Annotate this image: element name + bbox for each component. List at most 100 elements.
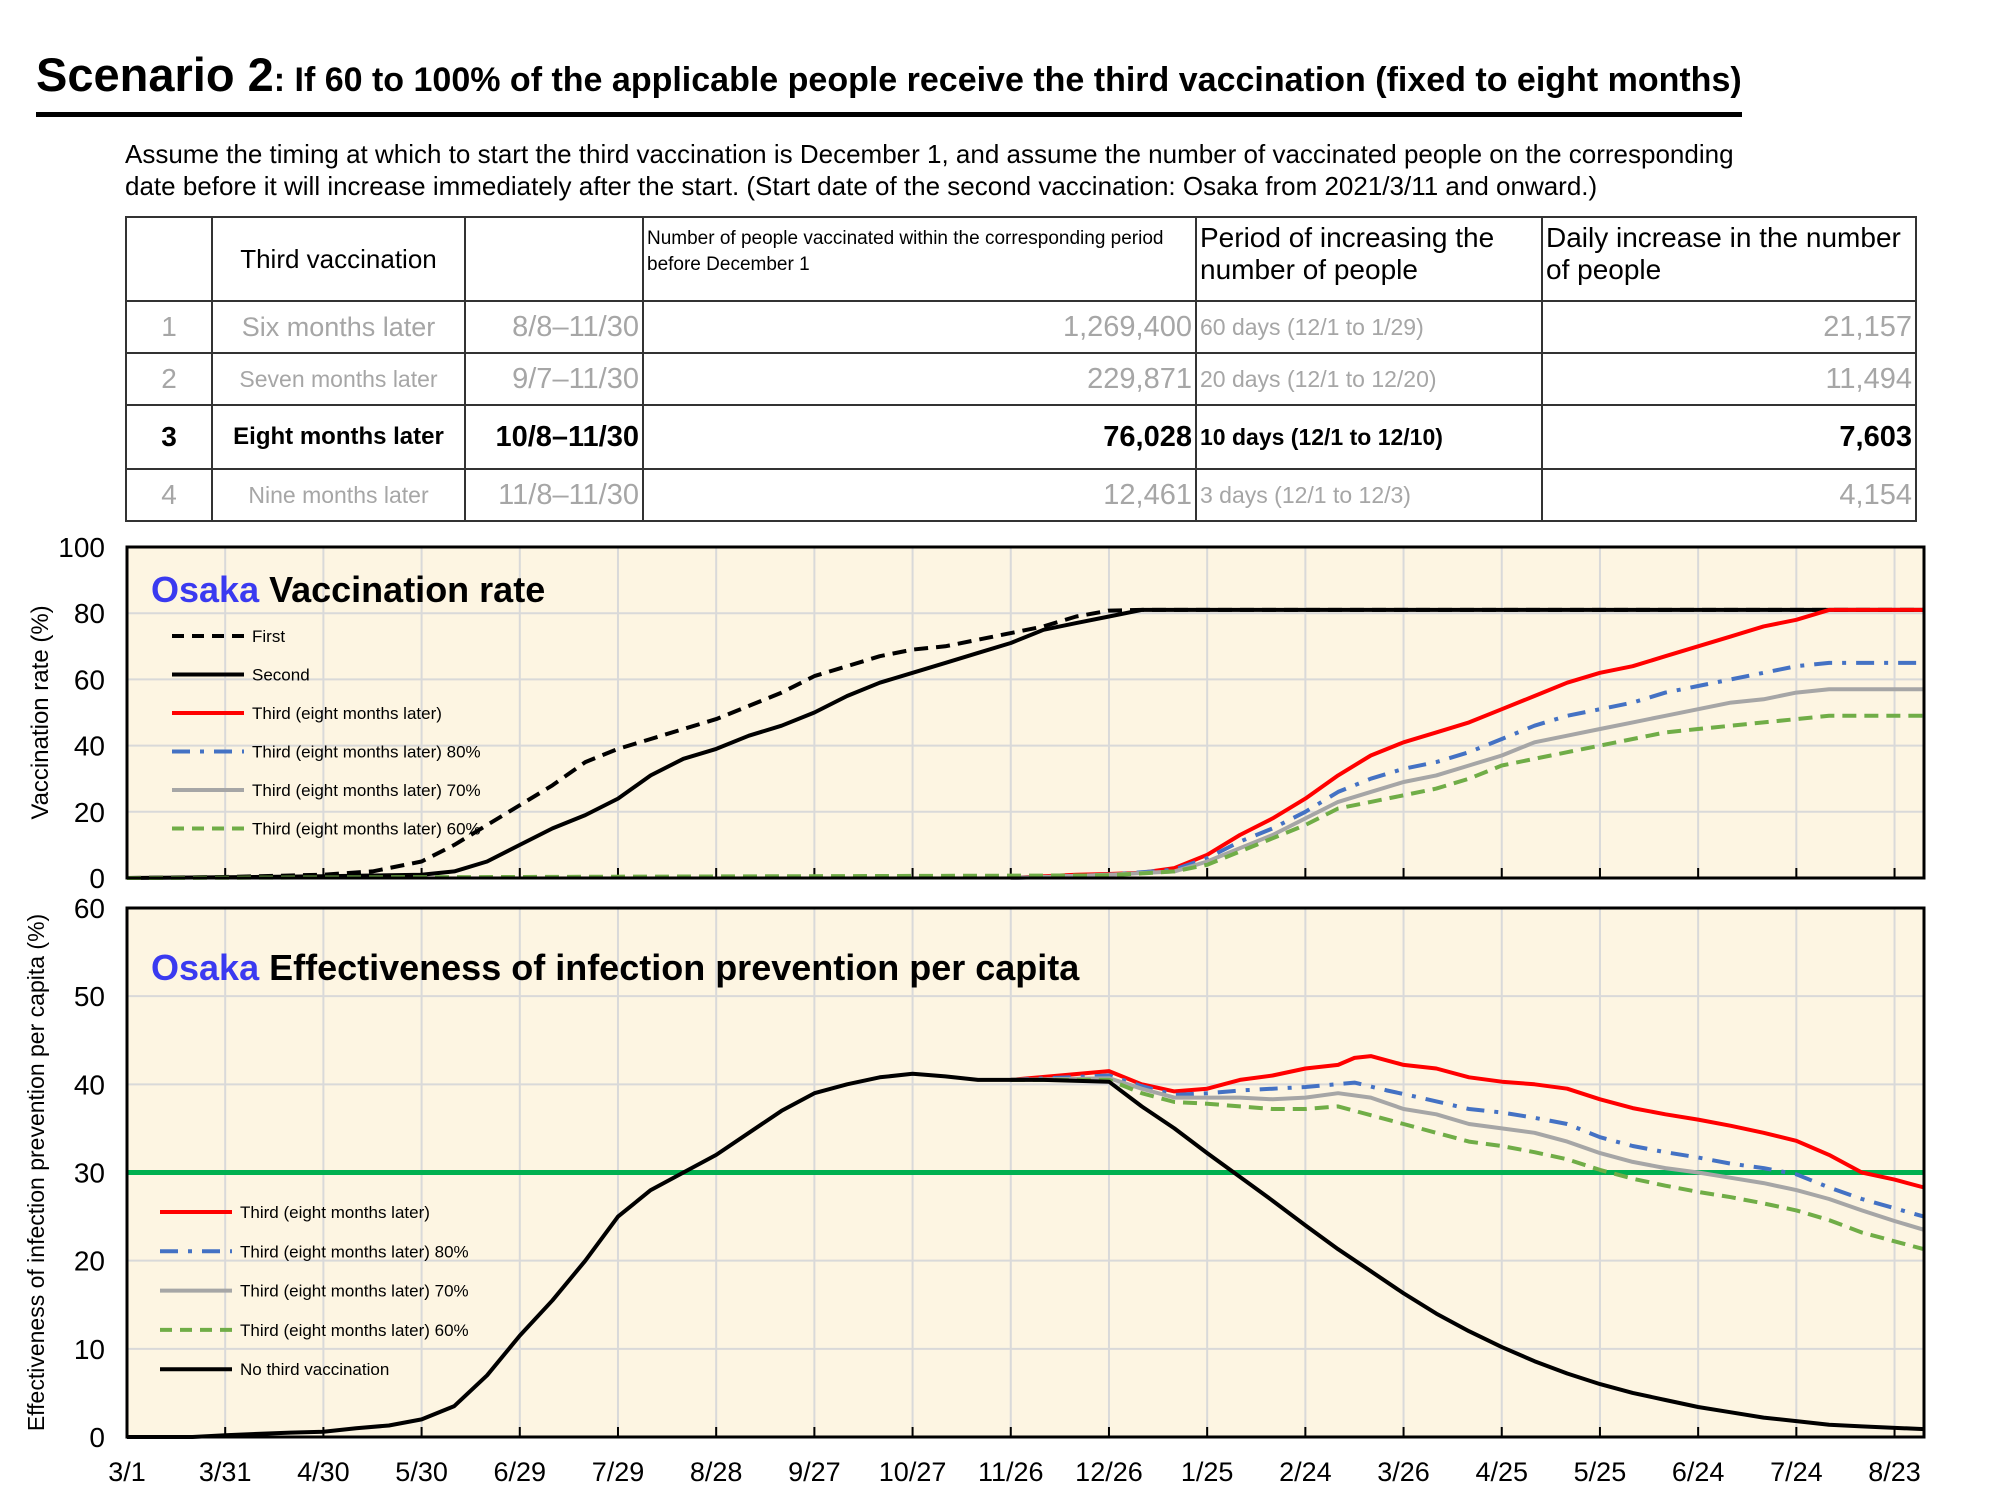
- x-tick-label: 12/26: [1075, 1457, 1143, 1487]
- x-tick-label: 5/30: [395, 1457, 448, 1487]
- x-tick-label: 3/31: [199, 1457, 252, 1487]
- title-rest: : If 60 to 100% of the applicable people…: [273, 61, 1742, 99]
- y-tick-label: 60: [74, 664, 105, 695]
- series-line-third-eight-months-later-80-: [1010, 1073, 1925, 1219]
- cell-timing: Nine months later: [211, 468, 466, 522]
- x-tick-label: 2/24: [1279, 1457, 1332, 1487]
- cell-vaccinated: 76,028: [642, 404, 1197, 470]
- description-line-2: date before it will increase immediately…: [125, 171, 1598, 201]
- y-tick-label: 100: [58, 532, 105, 563]
- y-tick-label: 0: [89, 863, 105, 894]
- series-line-third-eight-months-later-70-: [1010, 687, 1924, 880]
- y-tick-label: 20: [74, 1246, 105, 1277]
- description: Assume the timing at which to start the …: [125, 138, 1925, 202]
- plot-frame: [125, 906, 1926, 1439]
- legend-label: First: [252, 627, 285, 646]
- x-tick-label: 6/29: [494, 1457, 547, 1487]
- cell-period: 60 days (12/1 to 1/29): [1195, 300, 1543, 354]
- x-tick-label: 8/28: [690, 1457, 743, 1487]
- cell-no: 2: [125, 352, 213, 406]
- y-tick-label: 40: [74, 731, 105, 762]
- x-tick-label: 11/26: [978, 1457, 1044, 1487]
- x-tick-label: 4/30: [297, 1457, 350, 1487]
- header-cell-daily: Daily increase in the number of people: [1541, 216, 1917, 302]
- cell-daily: 21,157: [1541, 300, 1917, 354]
- cell-period: 3 days (12/1 to 12/3): [1195, 468, 1543, 522]
- cell-range: 10/8–11/30: [464, 404, 644, 470]
- x-tick-label: 1/25: [1181, 1457, 1234, 1487]
- series-line-third-eight-months-later-60-: [1010, 1077, 1925, 1252]
- legend-label: Third (eight months later): [240, 1203, 430, 1222]
- chart-2: 0 10 20 30 40 50 60 Osaka Effectiveness of infe…: [23, 893, 1926, 1487]
- title-main: Scenario 2: [36, 48, 274, 101]
- y-tick-label: 80: [74, 598, 105, 629]
- cell-daily: 11,494: [1541, 352, 1917, 406]
- plot-background: [127, 547, 1924, 878]
- legend-label: Third (eight months later) 80%: [252, 743, 481, 762]
- x-tick-label: 3/1: [108, 1457, 146, 1487]
- legend-label: Third (eight months later) 60%: [252, 820, 481, 839]
- x-tick-label: 9/27: [788, 1457, 841, 1487]
- description-line-1: Assume the timing at which to start the …: [125, 139, 1734, 169]
- cell-vaccinated: 229,871: [642, 352, 1197, 406]
- cell-timing: Six months later: [211, 300, 466, 354]
- y-tick-label: 20: [74, 797, 105, 828]
- y-tick-label: 0: [89, 1422, 105, 1453]
- y-tick-label: 40: [74, 1069, 105, 1100]
- legend-label: Third (eight months later) 60%: [240, 1321, 469, 1340]
- y-tick-label: 10: [74, 1334, 105, 1365]
- legend-label: Third (eight months later) 80%: [240, 1242, 469, 1261]
- cell-daily: 7,603: [1541, 404, 1917, 470]
- table-header-row: Third vaccination Number of people vacci…: [125, 216, 1917, 302]
- chart-title: Osaka Effectiveness of infection prevent…: [151, 947, 1080, 988]
- chart-title-region: Osaka: [151, 947, 269, 988]
- y-axis-label: Effectiveness of infection prevention pe…: [23, 914, 49, 1431]
- y-tick-label: 30: [74, 1158, 105, 1189]
- series-line-third-eight-months-later-60-: [126, 713, 1924, 880]
- legend-label: Third (eight months later): [252, 704, 442, 723]
- y-axis-label: Vaccination rate (%): [27, 605, 54, 819]
- cell-daily: 4,154: [1541, 468, 1917, 522]
- cell-no: 1: [125, 300, 213, 354]
- table-row: 4 Nine months later 11/8–11/30 12,461 3 …: [125, 468, 1917, 522]
- series-line-third-eight-months-later-: [1010, 1054, 1925, 1190]
- y-tick-label: 50: [74, 981, 105, 1012]
- cell-vaccinated: 12,461: [642, 468, 1197, 522]
- cell-range: 11/8–11/30: [464, 468, 644, 522]
- x-tick-label: 10/27: [879, 1457, 947, 1487]
- table-row: 1 Six months later 8/8–11/30 1,269,400 6…: [125, 300, 1917, 354]
- x-tick-label: 8/23: [1868, 1457, 1921, 1487]
- cell-timing: Seven months later: [211, 352, 466, 406]
- cell-range: 9/7–11/30: [464, 352, 644, 406]
- cell-no: 3: [125, 404, 213, 470]
- legend-label: No third vaccination: [240, 1360, 389, 1379]
- series-line-no-third-vaccination: [127, 1071, 1925, 1439]
- cell-timing: Eight months later: [211, 404, 466, 470]
- x-tick-label: 6/24: [1672, 1457, 1725, 1487]
- x-tick-label: 3/26: [1377, 1457, 1430, 1487]
- chart-title-region: Osaka: [151, 569, 269, 610]
- plot-frame: [125, 545, 1926, 880]
- legend-label: Second: [252, 666, 310, 685]
- table-row: 2 Seven months later 9/7–11/30 229,871 2…: [125, 352, 1917, 406]
- x-tick-label: 7/29: [592, 1457, 645, 1487]
- chart-title-text: Vaccination rate: [269, 569, 545, 610]
- x-tick-label: 5/25: [1574, 1457, 1627, 1487]
- x-tick-label: 7/24: [1770, 1457, 1823, 1487]
- header-cell-no: [125, 216, 213, 302]
- series-line-second: [126, 607, 1924, 880]
- cell-period: 10 days (12/1 to 12/10): [1195, 404, 1543, 470]
- cell-vaccinated: 1,269,400: [642, 300, 1197, 354]
- series-line-third-eight-months-later-70-: [1010, 1076, 1925, 1232]
- cell-period: 20 days (12/1 to 12/20): [1195, 352, 1543, 406]
- legend-label: Third (eight months later) 70%: [240, 1282, 469, 1301]
- cell-no: 4: [125, 468, 213, 522]
- cell-range: 8/8–11/30: [464, 300, 644, 354]
- y-tick-label: 60: [74, 893, 105, 924]
- series-line-third-eight-months-later-80-: [1010, 660, 1924, 880]
- chart-title-text: Effectiveness of infection prevention pe…: [269, 947, 1080, 988]
- series-line-first: [126, 607, 1924, 880]
- chart-title: Osaka Vaccination rate: [151, 569, 545, 610]
